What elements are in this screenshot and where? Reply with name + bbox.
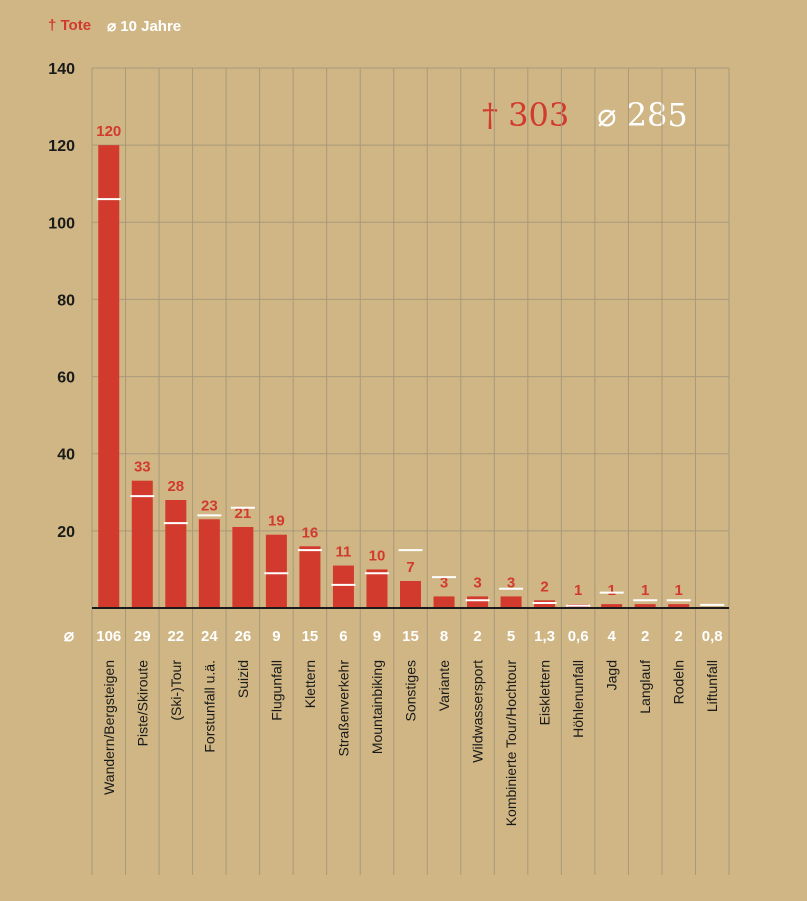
totals: † 303 ⌀ 285	[482, 96, 688, 134]
avg-value-label: 6	[339, 628, 347, 645]
bar	[534, 600, 556, 608]
avg-value-label: 29	[134, 628, 151, 645]
bar-value-label: 1	[607, 582, 615, 599]
bar-value-label: 19	[268, 513, 285, 530]
bar-value-label: 3	[507, 574, 515, 591]
category-label: Straßenverkehr	[335, 660, 351, 757]
y-tick-label: 140	[48, 61, 75, 78]
bar	[299, 546, 321, 608]
y-tick-label: 80	[57, 292, 75, 309]
bar	[198, 519, 220, 608]
category-label: Flugunfall	[268, 660, 284, 721]
y-tick-label: 100	[48, 215, 75, 232]
bar-value-label: 23	[201, 497, 218, 514]
avg-value-label: 1,3	[534, 628, 555, 645]
avg-value-label: 4	[607, 628, 616, 645]
bar-value-label: 28	[167, 478, 184, 495]
avg-row-symbol: ⌀	[64, 626, 75, 645]
avg-value-label: 15	[402, 628, 419, 645]
total-average: ⌀ 285	[597, 96, 688, 134]
avg-value-label: 26	[235, 628, 252, 645]
avg-value-label: 24	[201, 628, 218, 645]
bar-value-label: 3	[440, 574, 448, 591]
avg-value-label: 15	[302, 628, 319, 645]
avg-value-label: 0,8	[702, 628, 723, 645]
bar	[601, 604, 623, 608]
bar-value-label: 1	[574, 582, 582, 599]
category-label: Piste/Skiroute	[134, 660, 150, 747]
legend-ten-year-average: ⌀ 10 Jahre	[107, 18, 182, 35]
bar	[467, 596, 489, 608]
bar	[433, 596, 455, 608]
bar-value-label: 21	[235, 505, 252, 522]
bar-value-label: 2	[540, 578, 548, 595]
total-deaths: † 303	[482, 96, 570, 134]
bar-value-label: 11	[336, 544, 352, 561]
category-label: Mountainbiking	[369, 660, 385, 754]
avg-value-label: 0,6	[568, 628, 589, 645]
y-tick-label: 40	[57, 447, 75, 464]
category-label: (Ski-)Tour	[168, 660, 184, 721]
category-label: Forstunfall u.ä.	[201, 660, 217, 753]
bar	[634, 604, 656, 608]
bar-value-label: 3	[473, 574, 481, 591]
avg-value-label: 106	[96, 628, 121, 645]
legend-deaths: † Tote	[48, 17, 92, 34]
category-label: Eisklettern	[537, 660, 553, 725]
bar	[131, 480, 153, 608]
category-label: Suizid	[235, 660, 251, 698]
avg-value-label: 22	[167, 628, 184, 645]
category-label: Rodeln	[671, 660, 687, 704]
bar	[332, 565, 354, 608]
y-tick-label: 120	[48, 138, 75, 155]
bar-value-label: 1	[675, 582, 683, 599]
avg-value-label: 9	[272, 628, 280, 645]
legend: † Tote ⌀ 10 Jahre	[48, 17, 181, 35]
avg-value-label: 8	[440, 628, 448, 645]
y-tick-label: 60	[57, 370, 75, 387]
bar-value-label: 120	[96, 123, 121, 140]
bar	[668, 604, 690, 608]
category-label: Klettern	[302, 660, 318, 708]
y-tick-label: 20	[57, 524, 75, 541]
avg-value-label: 9	[373, 628, 381, 645]
bar-value-label: 16	[302, 524, 319, 541]
category-label: Sonstiges	[403, 660, 419, 721]
bar	[265, 534, 287, 608]
category-label: Jagd	[604, 660, 620, 690]
bar-value-label: 7	[406, 559, 414, 576]
category-label: Kombinierte Tour/Hochtour	[503, 660, 519, 827]
category-label: Langlauf	[637, 660, 653, 714]
category-label: Wandern/Bergsteigen	[101, 660, 117, 795]
bar-value-label: 1	[641, 582, 649, 599]
category-label: Liftunfall	[704, 660, 720, 712]
category-label: Variante	[436, 660, 452, 711]
bar	[400, 581, 421, 608]
bar-value-label: 10	[369, 547, 386, 564]
bar	[366, 569, 388, 608]
avg-value-label: 2	[641, 628, 649, 645]
avg-value-label: 2	[675, 628, 683, 645]
avg-value-label: 2	[473, 628, 481, 645]
bar	[232, 527, 254, 608]
avg-value-label: 5	[507, 628, 515, 645]
bar	[165, 500, 187, 608]
bar	[500, 596, 522, 608]
bar	[98, 145, 120, 608]
category-label: Höhlenunfall	[570, 660, 586, 738]
bar-value-label: 33	[134, 459, 151, 476]
category-label: Wildwassersport	[470, 660, 486, 763]
